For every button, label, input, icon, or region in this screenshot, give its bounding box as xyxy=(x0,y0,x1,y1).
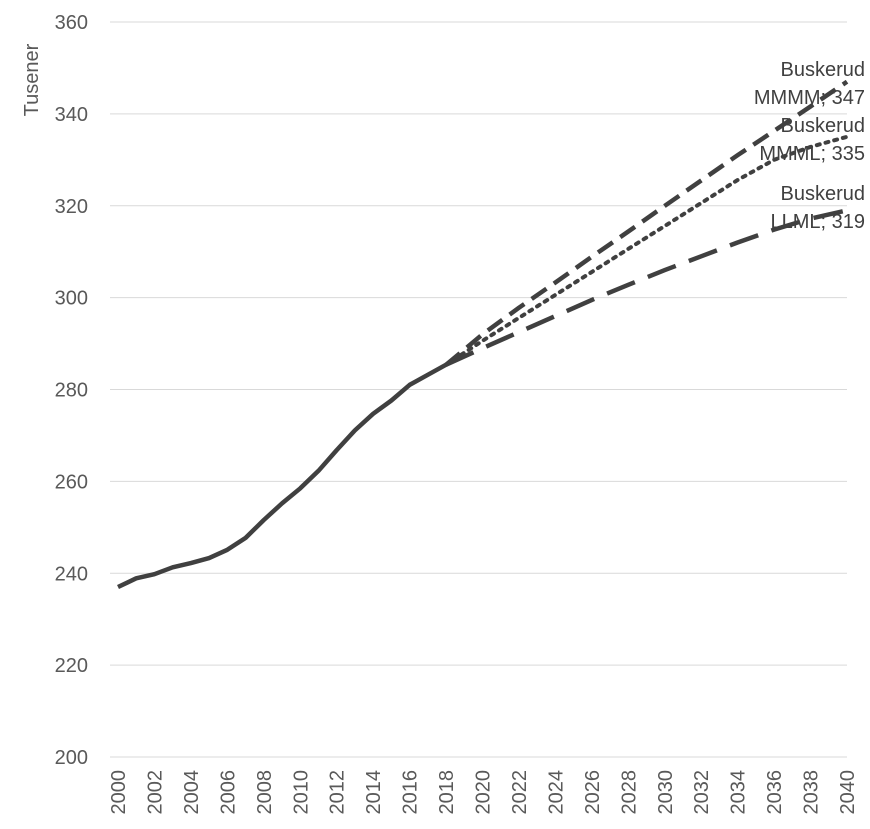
x-tick-label: 2032 xyxy=(691,770,713,815)
y-tick-label: 200 xyxy=(55,747,88,769)
series-line-solid xyxy=(117,362,448,590)
x-tick-label: 2036 xyxy=(764,770,786,815)
gridlines xyxy=(110,21,847,758)
series-line-longdash xyxy=(445,208,848,367)
series-end-label: Buskerud xyxy=(781,183,866,205)
x-axis-tick-labels: 2000 2002 2004 2006 2008 2010 2012 2014 2016 2018… xyxy=(108,770,859,815)
series-end-label: MMML; 335 xyxy=(759,143,865,165)
y-tick-label: 360 xyxy=(55,12,88,34)
x-tick-label: 2012 xyxy=(327,770,349,815)
series-end-label: Buskerud xyxy=(781,115,866,137)
x-tick-label: 2022 xyxy=(509,770,531,815)
x-tick-label: 2040 xyxy=(837,770,859,815)
x-tick-label: 2028 xyxy=(618,770,640,815)
series-end-label: MMMM; 347 xyxy=(754,87,865,109)
y-tick-label: 340 xyxy=(55,104,88,126)
series-end-label: Buskerud xyxy=(781,59,866,81)
y-tick-label: 240 xyxy=(55,563,88,585)
y-tick-label: 280 xyxy=(55,380,88,402)
x-tick-label: 2026 xyxy=(582,770,604,815)
series-labels: Buskerud MMMM; 347 Buskerud MMML; 335 Busker… xyxy=(754,59,865,233)
y-tick-label: 220 xyxy=(55,655,88,677)
x-tick-label: 2014 xyxy=(363,770,385,815)
x-tick-label: 2020 xyxy=(473,770,495,815)
x-tick-label: 2030 xyxy=(655,770,677,815)
y-axis-tick-labels: 200 220 240 260 280 300 320 340 360 xyxy=(55,12,88,769)
series-lines xyxy=(117,79,849,590)
x-tick-label: 2018 xyxy=(436,770,458,815)
y-axis-label: Tusener xyxy=(21,43,43,116)
x-tick-label: 2010 xyxy=(290,770,312,815)
y-tick-label: 260 xyxy=(55,471,88,493)
x-tick-label: 2000 xyxy=(108,770,130,815)
x-tick-label: 2024 xyxy=(545,770,567,815)
series-line-dashed xyxy=(444,79,849,367)
x-tick-label: 2006 xyxy=(217,770,239,815)
x-tick-label: 2004 xyxy=(181,770,203,815)
y-tick-label: 300 xyxy=(55,288,88,310)
series-line-dotted xyxy=(444,134,849,367)
y-tick-label: 320 xyxy=(55,196,88,218)
series-end-label: LLML; 319 xyxy=(770,211,865,233)
x-tick-label: 2038 xyxy=(801,770,823,815)
x-tick-label: 2008 xyxy=(254,770,276,815)
x-tick-label: 2002 xyxy=(144,770,166,815)
x-tick-label: 2034 xyxy=(728,770,750,815)
x-tick-label: 2016 xyxy=(400,770,422,815)
